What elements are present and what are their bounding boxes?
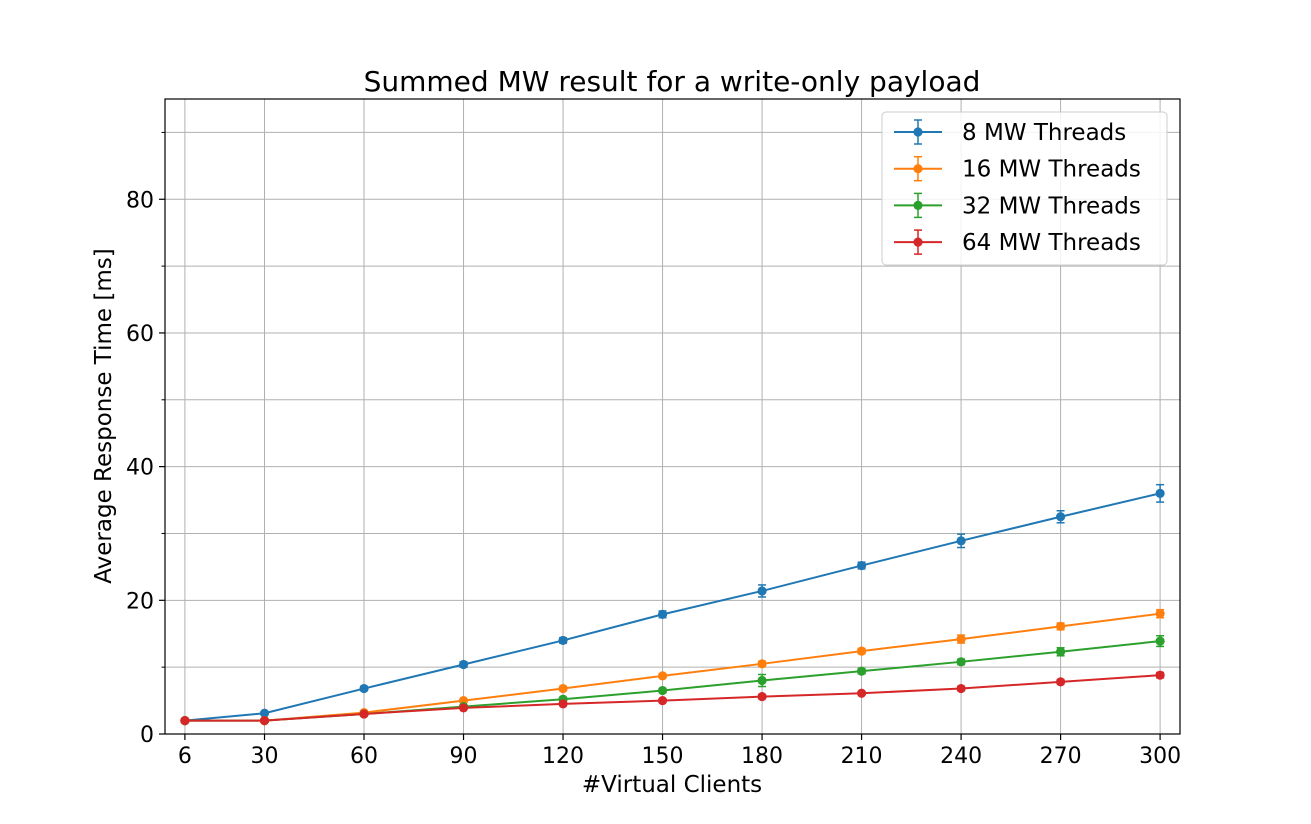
legend-swatch-marker xyxy=(913,164,923,174)
series-line xyxy=(184,640,1161,722)
legend-label: 8 MW Threads xyxy=(962,120,1126,146)
data-point xyxy=(1055,512,1066,522)
data-point xyxy=(558,699,568,709)
series-3 xyxy=(180,634,1165,726)
data-point xyxy=(259,708,270,718)
x-axis-label: #Virtual Clients xyxy=(582,772,762,798)
data-point xyxy=(856,560,867,571)
data-point xyxy=(657,685,668,696)
chart-title: Summed MW result for a write-only payloa… xyxy=(364,65,981,98)
y-tick-label: 0 xyxy=(140,723,154,748)
data-point xyxy=(856,688,867,698)
data-point xyxy=(558,635,568,646)
x-tick-label: 6 xyxy=(178,744,192,769)
legend-swatch-marker xyxy=(913,237,923,247)
data-point xyxy=(359,683,369,694)
data-point xyxy=(856,666,867,676)
x-tick-label: 90 xyxy=(450,744,478,769)
data-point xyxy=(1155,636,1165,646)
legend-swatch-marker xyxy=(913,200,923,210)
x-tick-label: 60 xyxy=(350,744,378,769)
data-point xyxy=(1055,677,1066,687)
data-point xyxy=(956,536,966,546)
data-point xyxy=(458,703,469,713)
data-point xyxy=(1055,621,1066,631)
plot-frame xyxy=(164,98,1181,735)
legend-label: 64 MW Threads xyxy=(962,230,1141,256)
data-point xyxy=(657,671,668,681)
legend-entry: 8 MW Threads xyxy=(894,119,1126,146)
data-point xyxy=(359,709,369,719)
x-tick-label: 120 xyxy=(542,744,584,769)
data-point xyxy=(757,659,767,669)
data-point xyxy=(956,683,966,694)
data-point xyxy=(856,646,867,656)
legend-entry: 64 MW Threads xyxy=(894,229,1141,256)
data-point xyxy=(956,634,966,644)
data-point xyxy=(757,586,767,596)
data-point xyxy=(757,675,767,686)
legend-entry: 32 MW Threads xyxy=(894,192,1141,219)
x-tick-label: 30 xyxy=(251,744,279,769)
y-tick-label: 80 xyxy=(126,188,154,213)
series-line xyxy=(184,674,1161,722)
legend-label: 16 MW Threads xyxy=(962,157,1141,183)
x-tick-label: 180 xyxy=(741,744,783,769)
legend-label: 32 MW Threads xyxy=(962,193,1141,219)
y-tick-label: 40 xyxy=(126,456,154,481)
y-axis-label: Average Response Time [ms] xyxy=(91,248,117,583)
legend-swatch-marker xyxy=(913,127,923,137)
x-tick-label: 240 xyxy=(940,744,982,769)
series-line xyxy=(184,492,1161,722)
series-group xyxy=(180,483,1165,726)
y-tick-label: 20 xyxy=(126,589,154,614)
legend-entry: 16 MW Threads xyxy=(894,155,1141,183)
data-point xyxy=(1155,488,1165,498)
x-tick-label: 210 xyxy=(841,744,883,769)
data-point xyxy=(1055,647,1066,657)
legend: 8 MW Threads 16 MW Threads 32 MW Threads 64… xyxy=(881,111,1168,266)
data-point xyxy=(657,695,668,706)
data-point xyxy=(180,716,190,726)
x-tick-label: 150 xyxy=(642,744,684,769)
series-4 xyxy=(180,670,1165,726)
data-point xyxy=(757,691,767,702)
y-tick-label: 60 xyxy=(126,322,154,347)
data-point xyxy=(1155,670,1165,680)
data-point xyxy=(558,683,568,694)
legend-box xyxy=(881,111,1168,266)
data-point xyxy=(657,609,668,619)
x-tick-label: 270 xyxy=(1040,744,1082,769)
data-point xyxy=(1155,609,1165,619)
data-point xyxy=(956,657,966,667)
ticks: 6 30 60 90 120 150 180 210 240 270 300 0 20 40 60 80 xyxy=(126,131,1181,769)
x-tick-label: 300 xyxy=(1139,744,1181,769)
data-point xyxy=(458,659,469,670)
data-point xyxy=(259,716,270,726)
